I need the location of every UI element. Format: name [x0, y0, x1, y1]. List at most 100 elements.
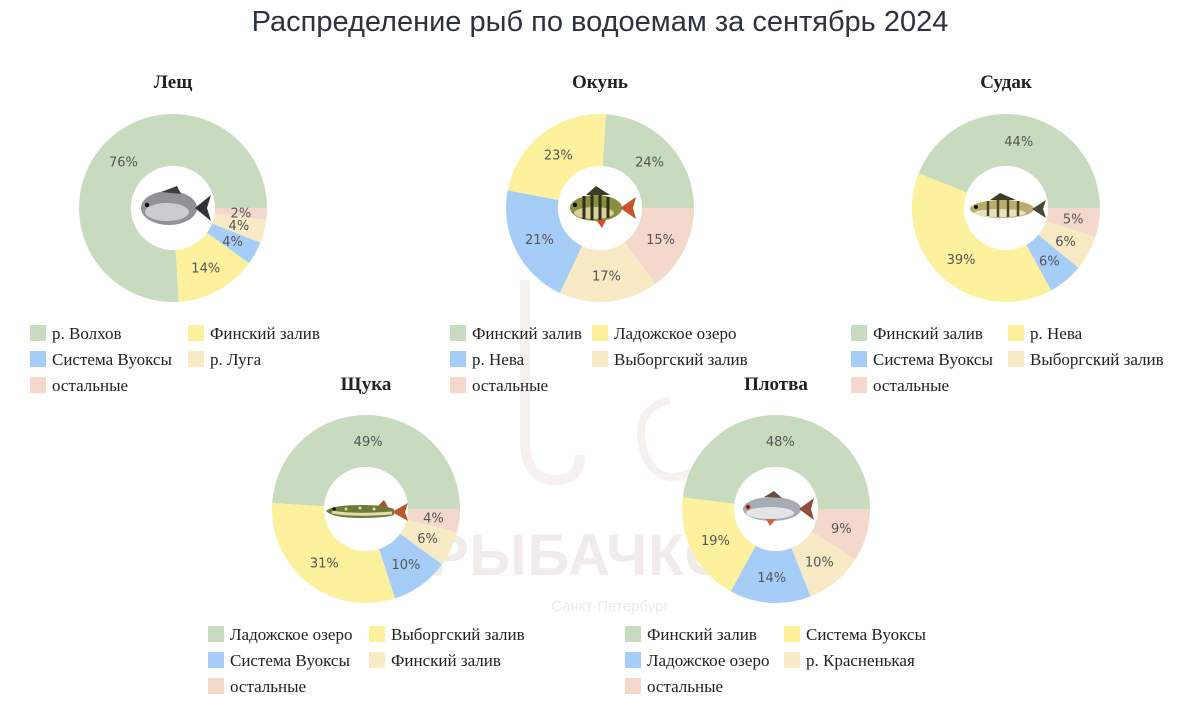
chart-title: Судак [980, 72, 1032, 93]
legend-label: остальные [873, 376, 950, 395]
slice-label: 19% [701, 534, 730, 549]
legend-item: Финский залив [625, 625, 757, 645]
legend-label: Финский залив [210, 324, 320, 343]
legend-item: Ладожское озеро [592, 324, 736, 344]
legend-label: Система Вуоксы [873, 350, 993, 369]
legend-item: Финский залив [851, 324, 983, 344]
legend-swatch [851, 325, 867, 341]
legend-item: Выборгский залив [369, 625, 525, 645]
slice-label: 4% [229, 219, 250, 234]
legend-label: Финский залив [873, 324, 983, 343]
pike-fish-icon [326, 500, 408, 521]
legend-label: Выборгский залив [614, 350, 748, 369]
legend-item: остальные [30, 376, 128, 396]
donut-slice [682, 415, 870, 509]
donut-slice [1038, 220, 1096, 268]
legend-swatch [625, 652, 641, 668]
donut-slice [811, 509, 870, 560]
legend-swatch [450, 351, 466, 367]
legend-label: Финский залив [472, 324, 582, 343]
donut-slice [406, 509, 460, 533]
slice-label: 14% [757, 571, 786, 586]
donut-slice [1026, 234, 1079, 291]
legend-swatch [851, 377, 867, 393]
legend-swatch [30, 325, 46, 341]
legend-item: р. Нева [450, 350, 524, 370]
slice-label: 14% [191, 262, 220, 277]
donut-slice [399, 519, 458, 565]
legend-item: р. Луга [188, 350, 261, 370]
legend-item: Финский залив [188, 324, 320, 344]
donut-slice [272, 415, 460, 509]
legend-label: Ладожское озеро [614, 324, 737, 343]
legend-swatch [208, 652, 224, 668]
bream-fish-icon [141, 186, 211, 225]
slice-label: 24% [635, 155, 664, 170]
legend-label: остальные [472, 376, 549, 395]
donut-slice [602, 114, 694, 208]
slice-label: 5% [1063, 213, 1084, 228]
chart-title: Лещ [153, 72, 193, 93]
slice-label: 4% [423, 512, 444, 527]
legend-item: Выборгский залив [592, 350, 748, 370]
legend-swatch [450, 377, 466, 393]
legend-swatch [592, 325, 608, 341]
legend-label: Финский залив [391, 651, 501, 670]
donut-slice [212, 213, 267, 243]
zander-fish-icon [970, 193, 1046, 218]
donut-slice [791, 531, 856, 597]
legend-label: Ладожское озеро [230, 625, 353, 644]
legend-label: р. Волхов [52, 324, 122, 343]
legend-item: Ладожское озеро [208, 625, 352, 645]
slice-label: 9% [831, 522, 852, 537]
legend-swatch [625, 626, 641, 642]
legend-label: остальные [52, 376, 129, 395]
legend-item: р. Красненькая [784, 651, 915, 671]
donut-chart: 49% 31% 10% 6% 4% [272, 415, 460, 603]
legend-item: остальные [208, 677, 306, 697]
slice-label: 6% [1039, 254, 1060, 269]
legend-label: остальные [647, 677, 724, 696]
donut-slice [1045, 208, 1100, 238]
slice-label: 44% [1004, 135, 1033, 150]
roach-fish-icon [743, 491, 814, 526]
slice-label: 39% [947, 253, 976, 268]
legend-swatch [625, 678, 641, 694]
donut-slice [912, 173, 1052, 303]
chart-title: Окунь [572, 72, 628, 93]
legend-item: Система Вуоксы [208, 651, 350, 671]
legend-swatch [1008, 351, 1024, 367]
chart-title: Плотва [744, 374, 808, 395]
legend-item: Система Вуоксы [30, 350, 172, 370]
legend-swatch [851, 351, 867, 367]
slice-label: 2% [231, 206, 252, 221]
legend-swatch [188, 351, 204, 367]
donut-slice [214, 208, 267, 220]
legend-label: р. Луга [210, 350, 262, 369]
legend-swatch [1008, 325, 1024, 341]
legend-label: Выборгский залив [391, 625, 525, 644]
donut-slice [206, 223, 261, 264]
slice-label: 48% [766, 435, 795, 450]
legend-item: Финский залив [369, 651, 501, 671]
legend-swatch [450, 325, 466, 341]
slice-label: 10% [392, 558, 421, 573]
donut-slice [624, 208, 694, 285]
donut-slice [272, 503, 396, 603]
legend-swatch [30, 377, 46, 393]
legend-item: остальные [450, 376, 548, 396]
legend-item: Выборгский залив [1008, 350, 1164, 370]
legend-swatch [369, 626, 385, 642]
legend-item: остальные [851, 376, 949, 396]
slice-label: 31% [310, 557, 339, 572]
legend-label: р. Нева [1030, 324, 1083, 343]
legend-item: р. Нева [1008, 324, 1082, 344]
page-title: Распределение рыб по водоемам за сентябр… [251, 6, 949, 38]
slice-label: 6% [417, 532, 438, 547]
slice-label: 76% [109, 155, 138, 170]
slice-label: 21% [525, 233, 554, 248]
legend-swatch [30, 351, 46, 367]
legend-label: Система Вуоксы [230, 651, 350, 670]
legend-label: Финский залив [647, 625, 757, 644]
donut-slice [506, 190, 583, 294]
